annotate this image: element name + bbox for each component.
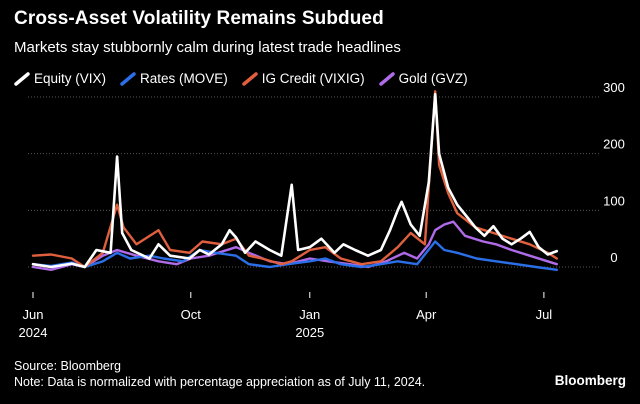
bloomberg-logo: Bloomberg: [554, 373, 626, 388]
legend-label-equity: Equity (VIX): [34, 71, 107, 86]
series-line-equity: [31, 92, 559, 269]
y-tick-label-0: 0: [610, 250, 617, 265]
legend-swatch-gold: [378, 71, 395, 86]
x-tick-sublabel-2024: 2024: [19, 325, 48, 340]
legend-item-gold: Gold (GVZ): [378, 71, 468, 86]
legend-item-ig-credit: IG Credit (VIXIG): [242, 71, 365, 86]
chart-title: Cross-Asset Volatility Remains Subdued: [14, 8, 384, 29]
y-tick-label-100: 100: [603, 193, 625, 208]
legend-label-ig-credit: IG Credit (VIXIG): [261, 71, 365, 86]
series-line-rates: [31, 240, 558, 271]
legend-label-gold: Gold (GVZ): [398, 71, 468, 86]
x-tick-label-jun: Jun: [23, 307, 44, 322]
source-note: Source: Bloomberg: [14, 359, 122, 373]
legend-swatch-equity: [14, 71, 30, 86]
x-tick-label-apr: Apr: [416, 307, 437, 322]
x-tick-label-jul: Jul: [536, 307, 553, 322]
x-tick-label-oct: Oct: [181, 307, 202, 322]
legend-item-equity: Equity (VIX): [14, 71, 106, 86]
y-tick-label-300: 300: [603, 80, 625, 95]
x-tick-label-jan: Jan: [299, 307, 320, 322]
legend-item-rates: Rates (MOVE): [120, 71, 228, 86]
legend: Equity (VIX) Rates (MOVE) IG Credit (VIX…: [14, 71, 482, 86]
chart-subtitle: Markets stay stubbornly calm during late…: [14, 39, 401, 56]
x-tick-sublabel-2025: 2025: [295, 325, 324, 340]
y-tick-label-200: 200: [603, 137, 625, 152]
normalization-note: Note: Data is normalized with percentage…: [14, 375, 426, 389]
legend-label-rates: Rates (MOVE): [140, 71, 228, 86]
legend-swatch-rates: [120, 71, 136, 86]
legend-swatch-ig-credit: [242, 71, 258, 86]
